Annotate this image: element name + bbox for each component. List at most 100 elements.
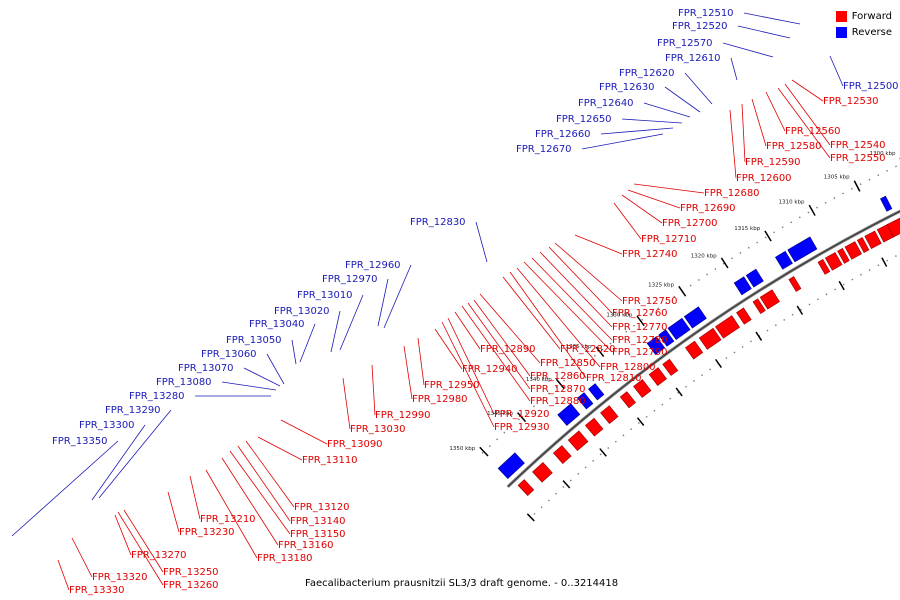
scale-tick-inner: [796, 305, 804, 315]
scale-tick-label: 1325 kbp: [648, 282, 674, 288]
gene-blocks: [497, 195, 900, 496]
gene-label-fpr_12990: FPR_12990: [375, 410, 431, 421]
forward-gene-block: [864, 230, 882, 250]
gene-label-fpr_13090: FPR_13090: [327, 439, 383, 450]
scale-tick: [720, 257, 729, 269]
legend-forward-swatch: [835, 10, 847, 22]
legend-reverse-label: Reverse: [851, 26, 892, 38]
scale-tick-label: 1320 kbp: [691, 254, 717, 260]
gene-label-fpr_12850: FPR_12850: [540, 358, 596, 369]
gene-label-fpr_13060: FPR_13060: [201, 349, 257, 360]
leader-line-fpr_13320: [71, 537, 93, 578]
leader-line-fpr_12980: [403, 345, 413, 400]
gene-label-fpr_12960: FPR_12960: [345, 260, 401, 271]
gene-label-fpr_12860: FPR_12860: [530, 371, 586, 382]
gene-label-fpr_13350: FPR_13350: [52, 436, 108, 447]
gene-label-fpr_12820: FPR_12820: [560, 344, 616, 355]
forward-gene-block: [685, 340, 704, 360]
reverse-gene-block: [576, 392, 594, 410]
scale-tick: [555, 378, 565, 389]
reverse-gene-block: [775, 250, 793, 270]
scale-tick-inner: [526, 513, 535, 522]
leader-line-fpr_12950: [417, 337, 425, 386]
leader-line-fpr_13040: [299, 323, 316, 363]
forward-gene-block: [698, 327, 722, 350]
gene-label-fpr_12770: FPR_12770: [612, 322, 668, 333]
gene-label-fpr_13160: FPR_13160: [278, 540, 334, 551]
gene-label-fpr_12620: FPR_12620: [619, 68, 675, 79]
scale-tick-inner: [715, 358, 722, 368]
leader-line-fpr_12740: [574, 234, 623, 255]
leader-line-fpr_12810: [509, 271, 587, 379]
forward-gene-block: [552, 445, 572, 464]
leader-line-fpr_13180: [205, 469, 258, 559]
leader-line-fpr_13300: [91, 424, 146, 501]
leader-line-fpr_12650: [621, 118, 683, 124]
leader-line-fpr_13080: [221, 381, 277, 391]
legend-reverse: Reverse: [835, 24, 892, 40]
scale-tick-inner: [675, 387, 683, 397]
reverse-gene-block: [745, 268, 764, 288]
forward-gene-block: [856, 237, 870, 253]
gene-label-fpr_12890: FPR_12890: [480, 344, 536, 355]
scale-tick: [808, 204, 816, 216]
forward-gene-block: [619, 391, 636, 409]
reverse-gene-block: [733, 276, 752, 296]
scale-tick-label: 1315 kbp: [734, 226, 760, 232]
forward-gene-block: [715, 315, 740, 339]
leader-line-fpr_12830: [475, 221, 488, 263]
leader-line-fpr_12870: [467, 302, 531, 390]
scale-tick-label: 1310 kbp: [779, 200, 805, 206]
forward-gene-block: [517, 479, 535, 496]
leader-line-fpr_12660: [600, 127, 674, 135]
gene-label-fpr_13150: FPR_13150: [290, 529, 346, 540]
leader-line-fpr_12520: [737, 25, 791, 39]
gene-label-fpr_12600: FPR_12600: [736, 173, 792, 184]
leader-line-fpr_13150: [229, 450, 291, 535]
scale-tick: [595, 346, 605, 357]
gene-label-fpr_13300: FPR_13300: [79, 420, 135, 431]
gene-label-fpr_12870: FPR_12870: [530, 384, 586, 395]
genome-caption: Faecalibacterium prausnitzii SL3/3 draft…: [305, 578, 619, 589]
gene-label-fpr_12680: FPR_12680: [704, 188, 760, 199]
gene-label-fpr_12970: FPR_12970: [322, 274, 378, 285]
gene-label-fpr_12670: FPR_12670: [516, 144, 572, 155]
leader-line-fpr_12790: [523, 261, 613, 353]
leader-line-fpr_12630: [664, 86, 701, 113]
forward-gene-block: [567, 430, 589, 452]
leader-line-fpr_12820: [502, 276, 561, 350]
leader-line-fpr_12550: [777, 87, 831, 159]
scale-tick-inner: [838, 280, 845, 291]
forward-gene-block: [532, 462, 553, 483]
forward-gene-block: [837, 247, 850, 264]
leader-line-fpr_12850: [479, 293, 541, 364]
leader-line-fpr_13070: [243, 367, 281, 387]
gene-label-fpr_13280: FPR_13280: [129, 391, 185, 402]
leader-line-fpr_12680: [633, 183, 705, 194]
leader-line-fpr_12600: [729, 109, 737, 179]
backbone-core: [507, 210, 900, 488]
leader-line-fpr_12760: [548, 246, 613, 314]
leader-line-fpr_13250: [123, 509, 164, 573]
leader-line-fpr_12970: [377, 278, 389, 327]
leader-line-fpr_12700: [621, 194, 663, 224]
scale-tick-inner: [636, 417, 645, 426]
leader-line-fpr_13090: [280, 419, 328, 445]
leader-line-fpr_12620: [684, 72, 713, 105]
forward-gene-block: [788, 276, 802, 292]
gene-label-fpr_12710: FPR_12710: [641, 234, 697, 245]
leader-line-fpr_12530: [791, 79, 824, 102]
leader-line-fpr_12500: [829, 55, 844, 87]
gene-label-fpr_13010: FPR_13010: [297, 290, 353, 301]
gene-label-fpr_13290: FPR_13290: [105, 405, 161, 416]
gene-label-fpr_12520: FPR_12520: [672, 21, 728, 32]
leader-line-fpr_12780: [531, 257, 613, 341]
gene-label-fpr_12640: FPR_12640: [578, 98, 634, 109]
legend-forward-label: Forward: [851, 10, 892, 22]
gene-label-fpr_12980: FPR_12980: [412, 394, 468, 405]
reverse-gene-block: [588, 383, 605, 401]
leader-line-fpr_12670: [581, 133, 664, 150]
scale-tick-label: 1340 kbp: [526, 377, 552, 383]
scale-dots: [478, 163, 900, 515]
